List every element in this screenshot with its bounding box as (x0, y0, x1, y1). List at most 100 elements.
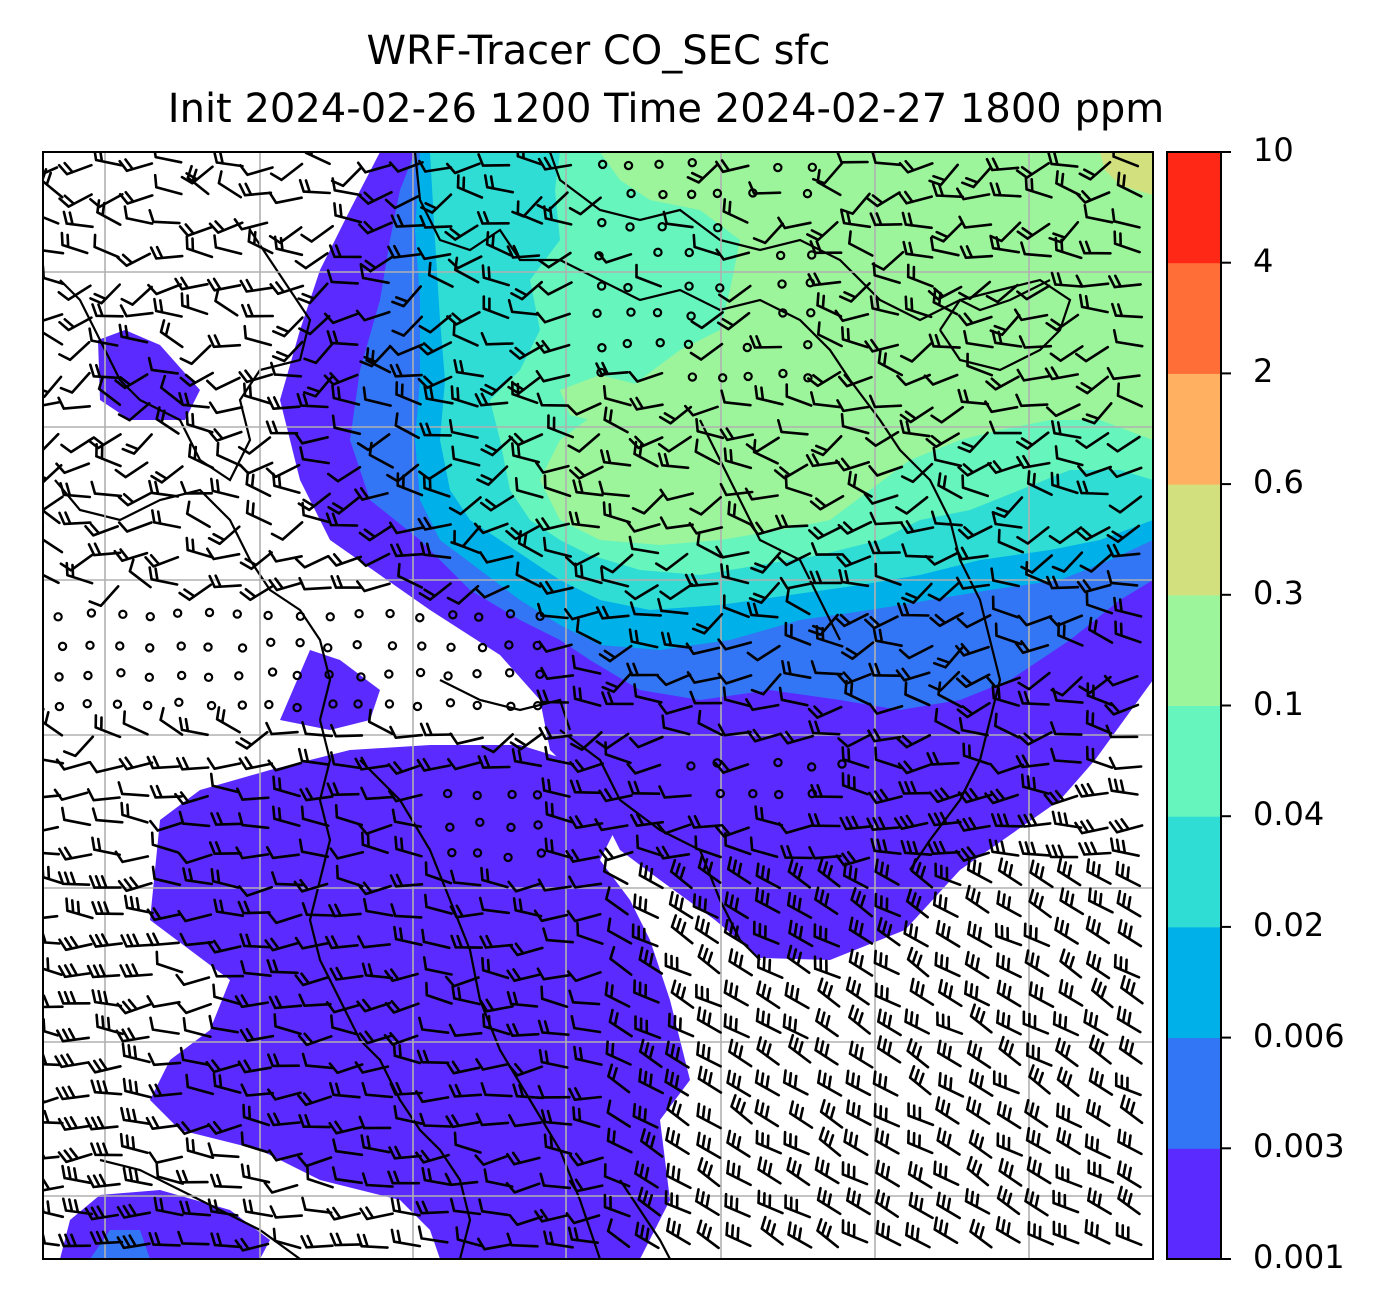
calm-wind-marker (353, 699, 363, 709)
wind-barb (393, 1105, 424, 1125)
colorbar-tick-label: 0.6 (1253, 463, 1304, 502)
wind-barb (903, 920, 929, 948)
wind-barb (571, 654, 602, 675)
wind-barb (961, 474, 989, 498)
wind-barb (239, 164, 274, 177)
wind-barb (606, 1099, 631, 1128)
wind-barb (43, 794, 62, 799)
wind-barb (1056, 1102, 1083, 1129)
wind-barb (506, 244, 541, 259)
wind-barb (86, 788, 121, 802)
wind-barb (273, 235, 304, 257)
wind-barb (214, 288, 239, 317)
wind-barb (991, 329, 1023, 348)
wind-barb (874, 1189, 899, 1218)
wind-barb (448, 419, 479, 439)
wind-barb (788, 1100, 814, 1129)
wind-barb (635, 263, 662, 288)
wind-barb (1091, 977, 1114, 1009)
wind-barb (895, 496, 929, 515)
wind-barb (267, 1112, 301, 1127)
wind-barb (567, 433, 601, 453)
wind-barb (427, 261, 454, 288)
wind-barb (1050, 471, 1079, 495)
wind-barb (755, 862, 781, 890)
wind-barb (845, 1069, 872, 1097)
wind-barb (144, 554, 180, 568)
wind-barb (234, 1237, 270, 1252)
wind-barb (606, 1218, 631, 1248)
calm-wind-marker (384, 699, 395, 709)
wind-barb (958, 717, 989, 737)
wind-barb (297, 282, 329, 305)
wind-barb (966, 1155, 990, 1187)
wind-barb (1106, 435, 1141, 453)
wind-barb (568, 510, 600, 529)
wind-barb (510, 380, 539, 405)
wind-barb (893, 814, 929, 830)
wind-barb (481, 733, 514, 754)
wind-barb (931, 182, 965, 199)
wind-barb (986, 676, 1021, 689)
wind-barb (1023, 922, 1051, 948)
wind-barb (420, 541, 452, 559)
calm-wind-marker (477, 642, 488, 653)
calm-wind-marker (206, 700, 217, 711)
wind-barb (746, 644, 781, 662)
wind-barb (448, 1083, 483, 1098)
calm-wind-marker (653, 247, 663, 258)
wind-barb (299, 446, 330, 465)
wind-barb (122, 1077, 152, 1099)
wind-barb (330, 723, 364, 738)
wind-barb (1015, 754, 1050, 769)
wind-barb (444, 1172, 479, 1187)
wind-barb (907, 1102, 935, 1127)
calm-wind-marker (532, 790, 543, 800)
wind-barb (1025, 1127, 1051, 1155)
wind-barb (508, 1062, 544, 1077)
wind-barb (1106, 543, 1141, 558)
colorbar-tick-label: 2 (1253, 352, 1274, 391)
wind-barb (388, 1145, 422, 1160)
wind-barb (235, 846, 270, 860)
calm-wind-marker (533, 820, 543, 830)
colorbar-segment (1167, 484, 1221, 596)
colorbar-segment (1167, 262, 1221, 374)
wind-barb (538, 1049, 569, 1069)
wind-barb (923, 373, 959, 386)
wind-barb (43, 464, 63, 484)
wind-barb (93, 152, 123, 167)
wind-barb (898, 159, 934, 174)
wind-barb (1115, 1221, 1143, 1247)
calm-wind-marker (204, 607, 215, 618)
wind-barb (1049, 345, 1084, 362)
wind-barb (482, 1013, 511, 1036)
calm-wind-marker (774, 789, 784, 800)
wind-barb (239, 933, 272, 949)
title-line-2: Init 2024-02-26 1200 Time 2024-02-27 180… (167, 86, 1165, 132)
wind-barb (779, 576, 815, 590)
wind-barb (836, 553, 872, 568)
wind-barb (998, 1157, 1023, 1187)
wind-barb (147, 1052, 182, 1067)
wind-barb (1016, 526, 1050, 545)
wind-barb (1114, 620, 1142, 644)
wind-barb (418, 314, 452, 334)
wind-barb (777, 216, 812, 230)
wind-barb (213, 234, 243, 255)
wind-barb (814, 1037, 839, 1066)
wind-barb (474, 1154, 510, 1166)
wind-barb (989, 182, 1022, 198)
wind-barb (329, 1081, 361, 1099)
calm-wind-marker (267, 667, 278, 677)
wind-barb (268, 577, 304, 592)
wind-barb (957, 312, 993, 327)
wind-barb (1113, 953, 1141, 979)
wind-barb (270, 361, 303, 378)
wind-barb (1018, 335, 1053, 349)
wind-barb (179, 1046, 211, 1067)
calm-wind-marker (687, 157, 697, 168)
wind-barb (817, 857, 841, 888)
wind-barb (1119, 1094, 1144, 1125)
wind-barb (570, 1015, 602, 1034)
